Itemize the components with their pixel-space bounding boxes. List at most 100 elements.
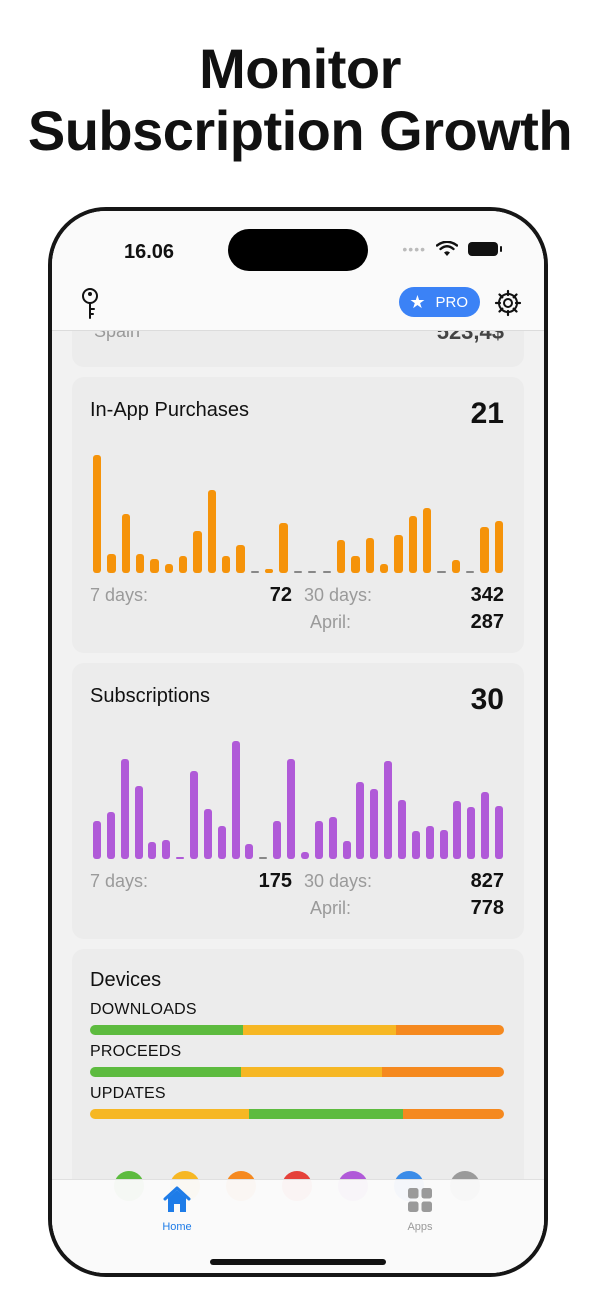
pro-badge-button[interactable]: ★ PRO	[399, 287, 480, 317]
sub-bar-8	[189, 770, 198, 859]
iap-bar-8	[193, 530, 202, 573]
iap-bar-4	[136, 554, 145, 573]
star-icon: ★	[409, 292, 426, 312]
sub-bar-25	[425, 825, 434, 859]
iap-7days-value: 72	[269, 584, 292, 606]
iap-30days-value: 342	[470, 584, 504, 606]
iap-bar-28	[480, 526, 489, 573]
tab-apps[interactable]: Apps	[380, 1186, 460, 1233]
home-icon	[163, 1186, 191, 1212]
iap-bar-3	[121, 514, 130, 573]
in-app-purchases-card[interactable]: In-App Purchases 21 7 days: 72 30 days: …	[72, 377, 524, 653]
downloads-segment-1	[90, 1025, 244, 1035]
iap-bar-5	[150, 558, 159, 573]
updates-bar	[90, 1109, 504, 1119]
downloads-segment-3	[396, 1025, 504, 1035]
iap-bar-25	[437, 571, 446, 573]
country-label: Spain	[94, 331, 141, 341]
gear-icon[interactable]	[494, 289, 522, 317]
updates-label: UPDATES	[90, 1085, 166, 1102]
iap-bar-23	[408, 516, 417, 573]
sub-bar-30	[495, 805, 504, 859]
iap-bar-20	[365, 537, 374, 573]
iap-bar-1	[93, 455, 102, 573]
in-app-bar-chart	[90, 453, 506, 573]
iap-bar-27	[465, 571, 475, 573]
tab-bar: Home Apps	[52, 1179, 544, 1273]
iap-bar-7	[179, 556, 188, 573]
key-icon[interactable]	[78, 287, 102, 321]
sub-bar-7	[176, 856, 185, 859]
sub-bar-27	[453, 801, 462, 859]
sub-bar-22	[384, 761, 393, 859]
sub-bar-26	[439, 829, 448, 859]
iap-bar-19	[351, 556, 360, 573]
iap-bar-12	[250, 571, 260, 573]
iap-bar-11	[236, 544, 245, 573]
updates-segment-2	[249, 1109, 403, 1119]
sub-bar-21	[370, 789, 379, 859]
iap-month-label: April:	[310, 612, 352, 632]
signal-icon: ••••	[402, 241, 426, 257]
sub-bar-28	[467, 807, 476, 859]
iap-bar-24	[422, 508, 432, 573]
tab-home[interactable]: Home	[137, 1186, 217, 1233]
iap-bar-10	[222, 556, 231, 573]
sub-bar-9	[203, 809, 212, 859]
subscriptions-card[interactable]: Subscriptions 30 7 days: 175 30 days: 82…	[72, 663, 524, 939]
tab-apps-label: Apps	[407, 1221, 433, 1233]
subscriptions-title: Subscriptions	[90, 685, 211, 707]
country-value: 523,4$	[436, 331, 504, 344]
status-indicators: ••••	[402, 241, 502, 257]
proceeds-segment-1	[90, 1067, 242, 1077]
iap-bar-18	[336, 539, 346, 573]
sub-bar-12	[245, 843, 254, 859]
dynamic-island	[228, 229, 368, 271]
sub-bar-13	[259, 857, 268, 859]
updates-segment-3	[402, 1109, 504, 1119]
sub-bar-10	[217, 825, 226, 859]
sub-bar-20	[356, 782, 365, 859]
sub-month-value: 778	[470, 897, 504, 919]
sub-bar-18	[328, 816, 337, 859]
iap-bar-22	[394, 535, 403, 573]
iap-bar-2	[107, 554, 116, 573]
sub-bar-23	[397, 800, 406, 859]
in-app-title: In-App Purchases	[90, 399, 249, 421]
iap-7days-label: 7 days:	[90, 585, 149, 605]
iap-bar-21	[379, 563, 389, 573]
iap-bar-6	[164, 563, 174, 573]
phone-frame: 16.06 •••• ★ PRO	[48, 207, 548, 1277]
subscriptions-bar-chart	[90, 739, 506, 859]
tab-home-label: Home	[162, 1221, 192, 1233]
iap-bar-17	[322, 571, 331, 573]
app-screen: 16.06 •••• ★ PRO	[52, 211, 544, 1273]
sub-bar-5	[148, 842, 157, 859]
country-card-partial: Spain 523,4$	[72, 331, 524, 367]
sub-bar-14	[273, 821, 282, 859]
iap-30days-label: 30 days:	[304, 585, 373, 605]
proceeds-segment-3	[381, 1067, 504, 1077]
sub-bar-1	[92, 821, 101, 859]
sub-bar-6	[162, 840, 171, 859]
downloads-segment-2	[243, 1025, 397, 1035]
in-app-total: 21	[470, 397, 504, 430]
iap-bar-29	[494, 521, 503, 573]
iap-bar-14	[279, 523, 288, 573]
sub-bar-16	[300, 851, 309, 859]
sub-bar-19	[342, 841, 351, 859]
status-bar: 16.06 ••••	[52, 211, 544, 279]
headline: Monitor Subscription Growth	[0, 38, 600, 162]
scroll-content[interactable]: Spain 523,4$ In-App Purchases 21 7 days:…	[52, 331, 544, 1273]
sub-bar-11	[231, 741, 240, 859]
subscriptions-total: 30	[470, 683, 504, 716]
sub-bar-2	[106, 811, 115, 859]
sub-30days-label: 30 days:	[304, 871, 373, 891]
sub-7days-value: 175	[258, 870, 292, 892]
pro-label: PRO	[435, 293, 468, 311]
headline-line-2: Subscription Growth	[27, 99, 573, 162]
apps-grid-icon	[408, 1188, 432, 1212]
sub-bar-4	[134, 785, 143, 859]
iap-month-value: 287	[470, 611, 504, 633]
proceeds-label: PROCEEDS	[90, 1043, 182, 1060]
